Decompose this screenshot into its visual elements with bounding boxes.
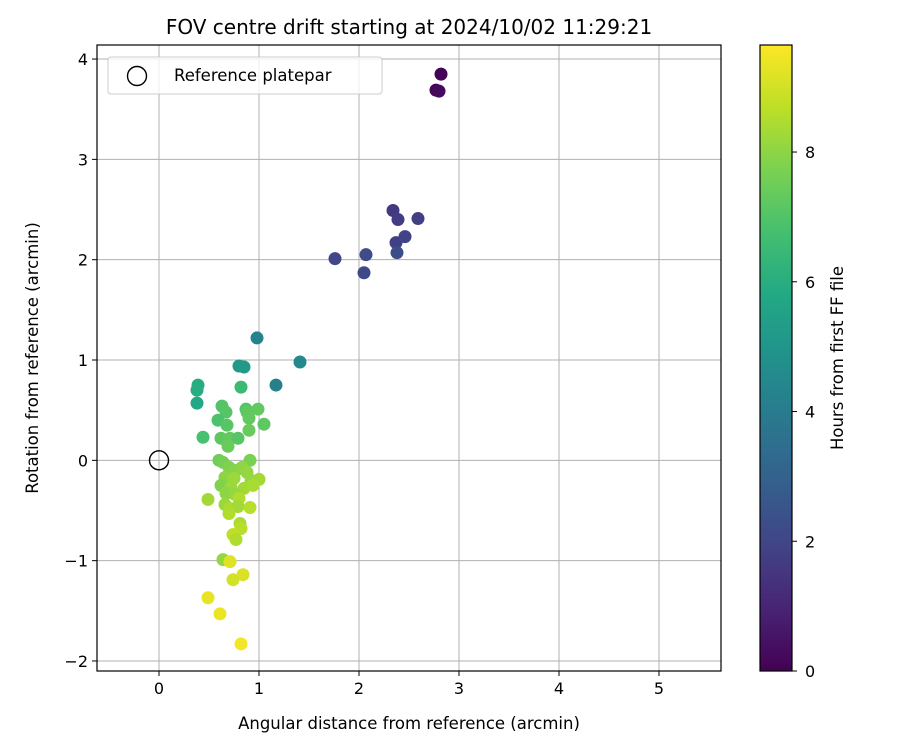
y-axis-ticks: −2 −1 0 1 2 3 4: [64, 50, 97, 671]
x-tick-label: 2: [354, 679, 364, 698]
grid: [97, 45, 721, 671]
colorbar-tick-label: 4: [805, 403, 815, 422]
data-point: [201, 591, 215, 605]
legend-marker-icon: [126, 65, 148, 87]
y-tick-label: 0: [78, 451, 88, 470]
data-point: [242, 411, 256, 425]
data-point: [411, 212, 425, 226]
data-point: [231, 499, 245, 513]
chart-title: FOV centre drift starting at 2024/10/02 …: [166, 15, 652, 39]
y-axis-title: Rotation from reference (arcmin): [23, 222, 42, 494]
data-point: [398, 230, 412, 244]
data-points: [190, 67, 448, 651]
plot-frame: [96, 44, 722, 672]
x-axis-title: Angular distance from reference (arcmin): [238, 714, 580, 733]
colorbar: 0 2 4 6 8 Hours from first FF file: [759, 44, 847, 681]
data-point: [190, 383, 204, 397]
data-point: [219, 405, 233, 419]
data-point: [242, 423, 256, 437]
legend: Reference platepar: [107, 56, 383, 95]
colorbar-ticks: 0 2 4 6 8: [792, 143, 815, 681]
x-axis-ticks: 0 1 2 3 4 5: [154, 671, 664, 698]
data-point: [269, 378, 283, 392]
x-tick-label: 5: [654, 679, 664, 698]
colorbar-tick-label: 0: [805, 662, 815, 681]
reference-point-marker: [148, 450, 170, 471]
data-point: [257, 417, 271, 431]
data-point: [220, 418, 234, 432]
data-point: [434, 67, 448, 81]
y-tick-label: −2: [64, 652, 88, 671]
data-point: [190, 396, 204, 410]
data-point: [234, 637, 248, 651]
data-point: [243, 500, 257, 514]
data-point: [432, 84, 446, 98]
data-point: [234, 380, 248, 394]
data-point: [231, 431, 245, 445]
x-tick-label: 4: [554, 679, 564, 698]
colorbar-tick-label: 6: [805, 273, 815, 292]
data-point: [359, 248, 373, 262]
colorbar-title: Hours from first FF file: [828, 266, 847, 450]
data-point: [213, 607, 227, 621]
colorbar-tick-label: 8: [805, 143, 815, 162]
colorbar-gradient: [759, 44, 793, 672]
data-point: [196, 430, 210, 444]
x-tick-label: 3: [454, 679, 464, 698]
data-point: [229, 533, 243, 547]
x-tick-label: 1: [254, 679, 264, 698]
data-point: [328, 252, 342, 266]
y-tick-label: 3: [78, 150, 88, 169]
colorbar-tick-label: 2: [805, 532, 815, 551]
data-point: [357, 266, 371, 280]
legend-label: Reference platepar: [174, 66, 332, 85]
data-point: [390, 246, 404, 260]
data-point: [237, 360, 251, 374]
data-point: [223, 555, 237, 569]
y-tick-label: −1: [64, 552, 88, 571]
plot-background: [97, 45, 721, 671]
data-point: [251, 402, 265, 416]
data-point: [201, 492, 215, 506]
data-point: [222, 506, 236, 520]
x-tick-label: 0: [154, 679, 164, 698]
data-point: [391, 213, 405, 227]
data-point: [221, 439, 235, 453]
data-point: [226, 573, 240, 587]
data-point: [293, 355, 307, 369]
y-tick-label: 1: [78, 351, 88, 370]
data-point: [236, 568, 250, 582]
y-tick-label: 4: [78, 50, 88, 69]
data-point: [250, 331, 264, 345]
legend-box: [107, 56, 383, 95]
y-tick-label: 2: [78, 251, 88, 270]
data-point: [246, 478, 260, 492]
